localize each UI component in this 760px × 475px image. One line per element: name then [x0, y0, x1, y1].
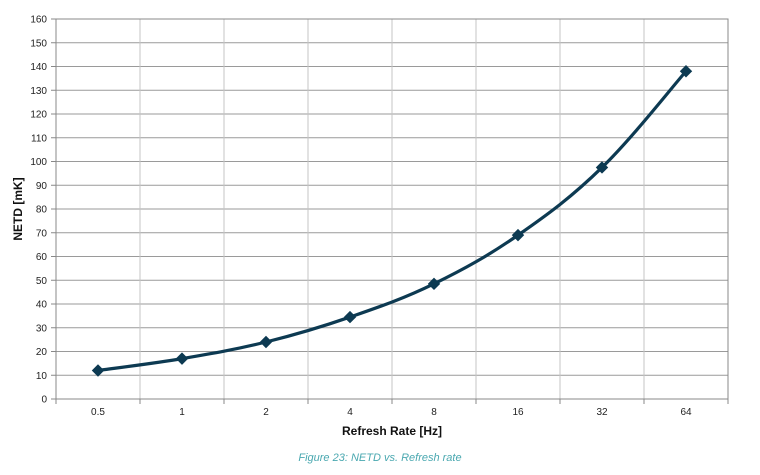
y-tick-label: 140: [30, 62, 47, 73]
data-point-marker: [175, 352, 189, 365]
y-tick-label: 130: [30, 86, 47, 97]
x-tick-labels: 0.5 1 2 4 8 16 32 64: [91, 407, 692, 418]
data-point-marker: [91, 364, 105, 377]
y-tick-labels: 0 10 20 30 40 50 60 70 80 90 100 110 120 130 140 150 160: [30, 15, 47, 406]
y-tick-label: 100: [30, 157, 47, 168]
y-tick-label: 40: [36, 300, 48, 311]
figure-caption: Figure 23: NETD vs. Refresh rate: [298, 452, 462, 464]
plot-area: [55, 18, 729, 400]
y-tick-label: 10: [36, 371, 48, 382]
y-tick-label: 50: [36, 276, 48, 287]
x-tick-label: 64: [680, 407, 692, 418]
x-tick-label: 8: [431, 407, 437, 418]
y-tick-label: 90: [36, 181, 48, 192]
x-axis-title: Refresh Rate [Hz]: [342, 424, 442, 438]
x-tick-label: 16: [512, 407, 524, 418]
y-tick-label: 120: [30, 110, 47, 121]
y-tick-label: 80: [36, 205, 48, 216]
y-tick-label: 0: [41, 395, 47, 406]
x-tick-label: 4: [347, 407, 353, 418]
x-tick-label: 0.5: [91, 407, 105, 418]
data-point-marker: [511, 228, 525, 242]
y-axis-title: NETD [mK]: [11, 177, 25, 240]
data-point-marker: [259, 335, 273, 349]
x-tick-label: 2: [263, 407, 269, 418]
data-markers: [91, 65, 693, 377]
y-tick-label: 150: [30, 38, 47, 49]
y-tick-label: 20: [36, 347, 48, 358]
y-tick-label: 160: [30, 15, 47, 26]
data-point-marker: [427, 277, 441, 291]
data-point-marker: [343, 310, 357, 324]
y-tick-label: 110: [31, 133, 47, 144]
data-point-marker: [679, 65, 693, 78]
data-point-marker: [595, 161, 609, 174]
gridlines: [51, 18, 729, 404]
y-tick-label: 30: [36, 323, 48, 334]
y-tick-label: 70: [36, 228, 48, 239]
x-tick-label: 32: [596, 407, 608, 418]
x-tick-label: 1: [179, 407, 185, 418]
y-tick-label: 60: [36, 252, 48, 263]
